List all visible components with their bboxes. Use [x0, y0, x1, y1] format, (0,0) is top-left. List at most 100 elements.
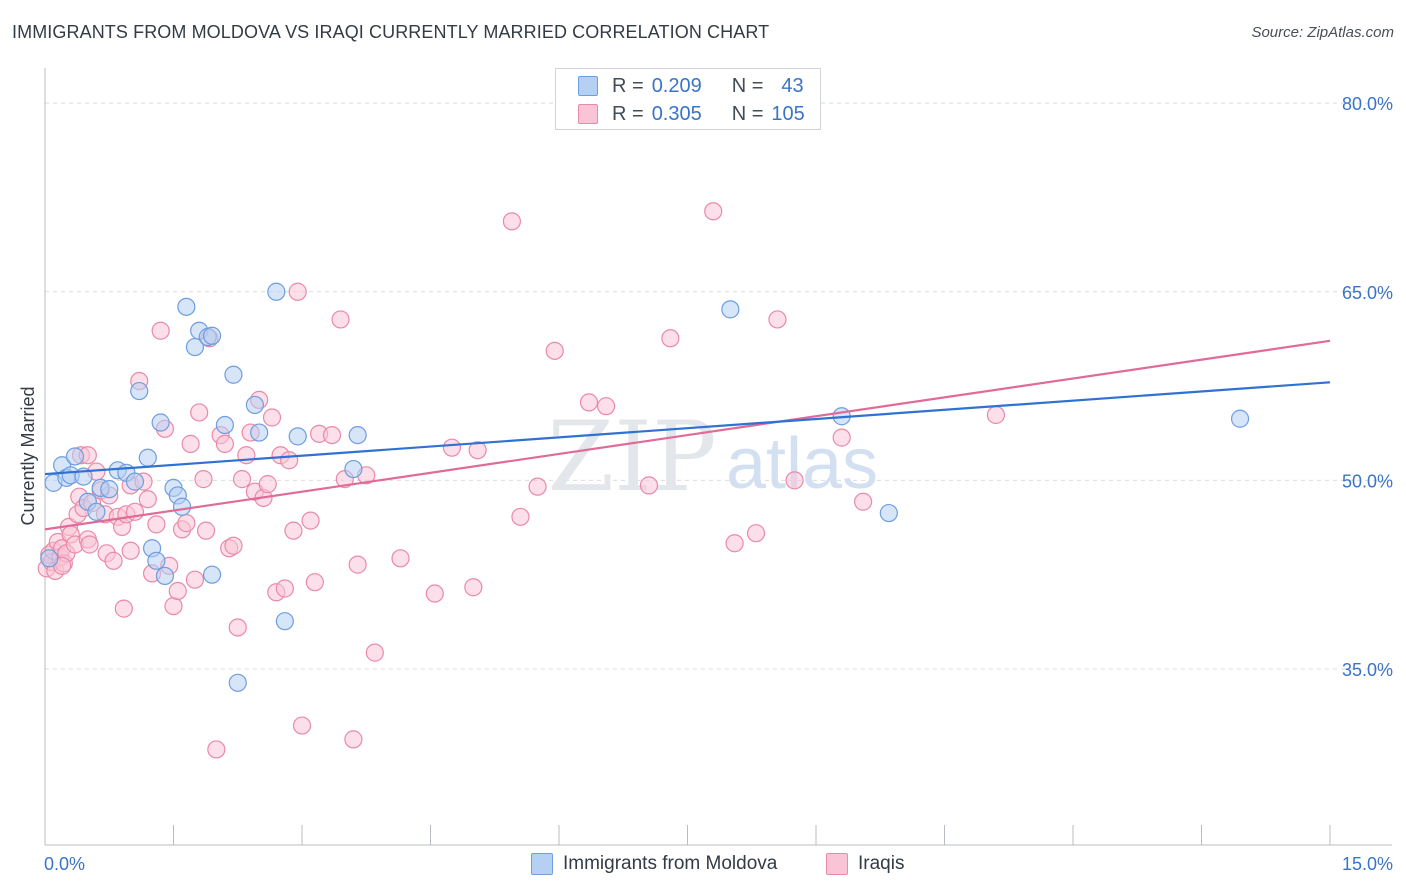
iraqi-point: [285, 522, 302, 539]
moldova-point: [225, 366, 242, 383]
iraqi-point: [105, 552, 122, 569]
moldova-point: [126, 473, 143, 490]
moldova-point: [345, 461, 362, 478]
x-tick-label: 15.0%: [1342, 854, 1393, 874]
iraqi-point: [392, 550, 409, 567]
bottom-legend-iraqi[interactable]: Iraqis: [826, 851, 904, 877]
iraqi-point: [833, 429, 850, 446]
moldova-point: [276, 613, 293, 630]
iraqi-point: [81, 536, 98, 553]
iraqi-legend-label: Iraqis: [858, 853, 904, 875]
moldova-point: [216, 417, 233, 434]
iraqi-point: [769, 311, 786, 328]
moldova-point: [722, 301, 739, 318]
legend-row-moldova: R = 0.209 N = 43: [578, 73, 804, 99]
iraqi-point: [345, 731, 362, 748]
moldova-point: [204, 327, 221, 344]
iraqi-point: [512, 508, 529, 525]
moldova-point: [156, 567, 173, 584]
r-label: R =: [612, 103, 644, 126]
iraqi-point: [264, 409, 281, 426]
iraqi-point: [122, 542, 139, 559]
iraqi-point: [259, 476, 276, 493]
legend-row-iraqi: R = 0.305 N = 105: [578, 101, 805, 127]
moldova-point: [289, 428, 306, 445]
iraqi-point: [139, 491, 156, 508]
y-tick-label: 65.0%: [1342, 283, 1393, 303]
iraqi-point: [529, 478, 546, 495]
moldova-point: [229, 674, 246, 691]
moldova-point: [131, 383, 148, 400]
iraqi-point: [281, 452, 298, 469]
iraqi-swatch: [578, 104, 598, 124]
moldova-legend-label: Immigrants from Moldova: [563, 853, 777, 875]
y-tick-label: 35.0%: [1342, 660, 1393, 680]
iraqi-point: [229, 619, 246, 636]
iraqi-point: [443, 439, 460, 456]
y-tick-label: 50.0%: [1342, 471, 1393, 491]
scatter-chart: ZIP atlas 35.0%50.0%65.0%80.0%0.0% 15.0% …: [0, 0, 1406, 892]
iraqi-point: [198, 522, 215, 539]
iraqi-point: [182, 435, 199, 452]
bottom-legend-moldova[interactable]: Immigrants from Moldova: [531, 851, 777, 877]
moldova-point: [178, 298, 195, 315]
moldova-point: [101, 481, 118, 498]
iraqi-point: [465, 579, 482, 596]
y-axis-label: Currently Married: [18, 386, 38, 525]
iraqi-point: [332, 311, 349, 328]
iraqi-point: [115, 600, 132, 617]
iraqi-point: [302, 512, 319, 529]
moldova-point: [204, 566, 221, 583]
iraqi-point: [786, 472, 803, 489]
r-label: R =: [612, 75, 644, 98]
n-value-moldova: 43: [781, 75, 803, 98]
moldova-point: [148, 552, 165, 569]
moldova-point: [152, 414, 169, 431]
moldova-point: [41, 550, 58, 567]
iraqi-point: [276, 580, 293, 597]
iraqi-point: [148, 516, 165, 533]
moldova-point: [88, 503, 105, 520]
iraqi-point: [195, 471, 212, 488]
r-value-iraqi: 0.305: [652, 103, 732, 126]
iraqi-point: [426, 585, 443, 602]
grid-lines: [45, 103, 1392, 669]
iraqi-point: [748, 525, 765, 542]
r-value-moldova: 0.209: [652, 75, 732, 98]
iraqi-point: [178, 515, 195, 532]
iraqi-point: [234, 471, 251, 488]
iraqi-point: [152, 322, 169, 339]
x-tick-label: 0.0%: [44, 854, 85, 874]
moldova-point: [1232, 410, 1249, 427]
n-label: N =: [732, 103, 764, 126]
iraqi-point: [289, 283, 306, 300]
iraqi-point: [294, 717, 311, 734]
iraqi-point: [855, 493, 872, 510]
moldova-point: [268, 283, 285, 300]
moldova-swatch: [578, 76, 598, 96]
iraqi-point: [225, 537, 242, 554]
correlation-legend: R = 0.209 N = 43 R = 0.305 N = 105: [555, 68, 821, 130]
n-value-iraqi: 105: [771, 103, 804, 126]
iraqi-point: [191, 404, 208, 421]
moldova-point: [880, 505, 897, 522]
iraqi-point: [216, 435, 233, 452]
iraqi-point: [186, 571, 203, 588]
iraqi-point: [323, 427, 340, 444]
iraqi-point: [165, 598, 182, 615]
n-label: N =: [732, 75, 764, 98]
iraqi-legend-swatch: [826, 853, 848, 875]
watermark-atlas: atlas: [726, 424, 878, 504]
moldova-point: [66, 448, 83, 465]
moldova-point: [174, 498, 191, 515]
watermark-zip: ZIP: [547, 401, 716, 513]
iraqi-point: [366, 644, 383, 661]
moldova-point: [349, 427, 366, 444]
moldova-legend-swatch: [531, 853, 553, 875]
iraqi-point: [598, 398, 615, 415]
iraqi-point: [208, 741, 225, 758]
iraqi-point: [349, 556, 366, 573]
iraqi-point: [169, 583, 186, 600]
moldova-point: [251, 424, 268, 441]
moldova-point: [139, 449, 156, 466]
